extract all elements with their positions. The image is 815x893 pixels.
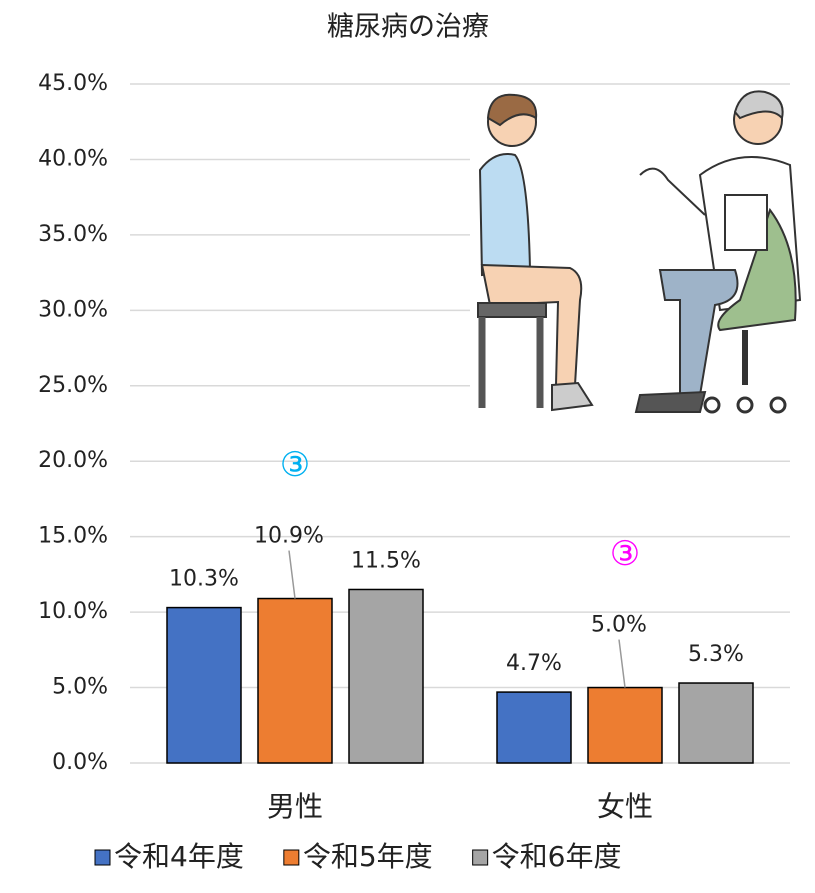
data-label: 5.3% <box>688 642 744 667</box>
data-label: 4.7% <box>506 651 562 676</box>
illustration <box>470 85 800 415</box>
legend: 令和4年度 令和5年度 令和6年度 <box>95 840 621 873</box>
data-label: 11.5% <box>351 548 421 573</box>
x-tick-label: 男性 <box>267 790 323 823</box>
bar <box>349 589 423 763</box>
legend-label: 令和6年度 <box>492 840 622 873</box>
y-tick-label: 15.0% <box>38 524 108 549</box>
data-label: 10.9% <box>254 524 324 549</box>
bar <box>167 608 241 763</box>
legend-swatch <box>284 850 299 865</box>
bar <box>258 599 332 763</box>
legend-swatch <box>473 850 488 865</box>
bar <box>679 683 753 763</box>
y-tick-label: 20.0% <box>38 448 108 473</box>
leader-line <box>289 551 295 599</box>
y-tick-label: 5.0% <box>52 675 108 700</box>
y-tick-label: 40.0% <box>38 146 108 171</box>
y-tick-label: 10.0% <box>38 599 108 624</box>
y-tick-label: 30.0% <box>38 297 108 322</box>
chart-title: 糖尿病の治療 <box>327 12 489 43</box>
bar <box>588 688 662 763</box>
annotation: ③ <box>280 445 310 485</box>
data-label: 10.3% <box>169 567 239 592</box>
y-tick-label: 0.0% <box>52 750 108 775</box>
legend-label: 令和4年度 <box>114 840 244 873</box>
y-tick-label: 45.0% <box>38 71 108 96</box>
x-tick-label: 女性 <box>597 790 653 823</box>
y-tick-label: 25.0% <box>38 373 108 398</box>
bar <box>497 692 571 763</box>
legend-label: 令和5年度 <box>303 840 433 873</box>
annotation: ③ <box>610 534 640 574</box>
y-tick-label: 35.0% <box>38 222 108 247</box>
leader-line <box>619 640 625 688</box>
chart: 糖尿病の治療 0.0% 5.0% 10.0% 15.0% 20.0% 25.0% 30.0%… <box>0 0 815 893</box>
data-label: 5.0% <box>591 613 647 638</box>
legend-swatch <box>95 850 110 865</box>
